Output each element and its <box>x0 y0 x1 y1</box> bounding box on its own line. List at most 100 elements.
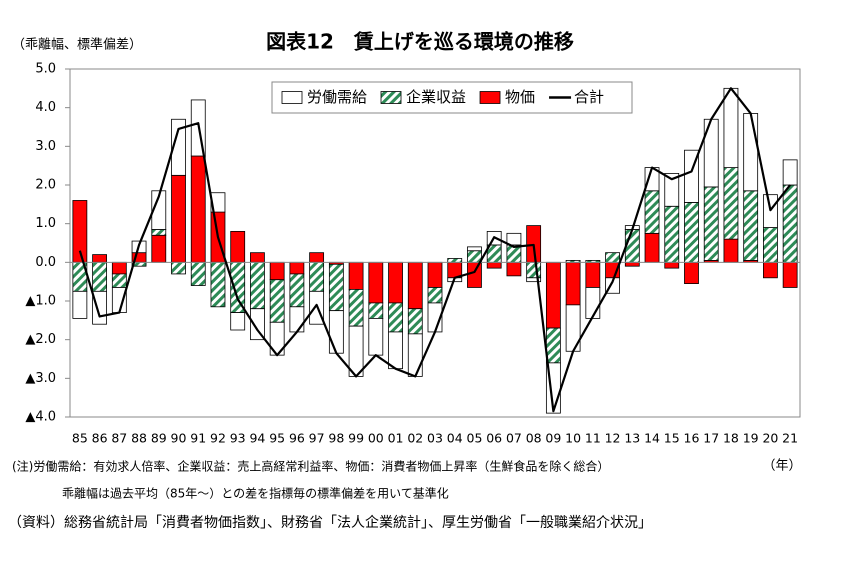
bar <box>565 261 581 306</box>
bar <box>763 227 778 263</box>
y-tick-label: ▲2.0 <box>25 332 56 347</box>
bar <box>151 190 167 230</box>
legend-label: 企業収益 <box>406 88 466 106</box>
bar <box>743 113 759 192</box>
bar <box>111 261 127 275</box>
bar <box>289 261 305 275</box>
bar <box>723 167 739 240</box>
x-tick-label: 07 <box>506 431 522 446</box>
bar <box>388 302 403 333</box>
bar <box>684 261 699 285</box>
bar <box>644 232 660 263</box>
bar <box>407 308 423 335</box>
x-tick-label: 91 <box>190 431 206 446</box>
bar <box>605 252 620 263</box>
bar <box>230 312 246 331</box>
bar <box>545 261 561 329</box>
bar <box>644 190 660 234</box>
bar <box>506 261 522 277</box>
bar <box>624 229 640 263</box>
bar <box>171 118 186 176</box>
x-tick-label: 11 <box>585 431 601 446</box>
x-tick-label: 14 <box>644 431 660 446</box>
bar <box>328 310 344 354</box>
chart-title: 図表12 賃上げを巡る環境の推移 <box>266 30 574 54</box>
bar <box>486 261 502 269</box>
bar <box>467 246 482 252</box>
bar <box>545 327 561 364</box>
x-tick-label: 15 <box>664 431 680 446</box>
bar <box>151 234 167 263</box>
x-tick-label: 08 <box>526 431 542 446</box>
bar <box>763 261 778 279</box>
bar <box>723 238 739 263</box>
x-tick-label: 95 <box>269 431 285 446</box>
bar <box>585 261 601 288</box>
bar <box>388 331 403 370</box>
y-tick-label: 3.0 <box>35 139 56 154</box>
x-tick-label: 94 <box>249 431 265 446</box>
bar <box>723 87 739 169</box>
bar <box>467 261 482 288</box>
bar <box>269 261 285 281</box>
x-tick-label: 88 <box>131 431 147 446</box>
bar <box>684 201 699 263</box>
bar <box>368 302 384 319</box>
bar <box>289 273 305 308</box>
x-tick-label: 01 <box>388 431 404 446</box>
bar <box>309 261 325 292</box>
note: (注)労働需給：有効求人倍率、企業収益：売上高経常利益率、物価：消費者物価上昇率… <box>12 459 609 474</box>
x-tick-label: 93 <box>230 431 246 446</box>
bar <box>624 261 640 267</box>
x-tick-label: 20 <box>762 431 778 446</box>
bar <box>506 232 522 246</box>
bar <box>427 287 443 304</box>
x-tick-label: 92 <box>210 431 226 446</box>
x-tick-label: 97 <box>309 431 325 446</box>
x-tick-label: 02 <box>407 431 423 446</box>
bar <box>190 261 206 286</box>
bar <box>309 252 325 263</box>
x-tick-label: 05 <box>467 431 483 446</box>
bar <box>171 261 186 275</box>
legend-swatch <box>380 91 402 104</box>
x-tick-label: 89 <box>151 431 167 446</box>
bar <box>92 261 107 292</box>
bar <box>190 155 206 263</box>
bar <box>250 308 265 341</box>
x-tick-label: 90 <box>171 431 187 446</box>
bar <box>348 261 364 290</box>
bar <box>348 325 364 377</box>
bar <box>664 172 680 207</box>
legend-label: 労働需給 <box>307 88 367 106</box>
legend-label: 合計 <box>574 88 604 106</box>
x-tick-label: 16 <box>684 431 700 446</box>
bar <box>289 306 305 333</box>
bar <box>111 273 127 288</box>
legend-swatch <box>479 91 501 104</box>
bar <box>250 252 265 263</box>
line <box>78 87 792 413</box>
bar <box>171 174 186 263</box>
x-tick-label: 87 <box>111 431 127 446</box>
bar <box>328 263 344 312</box>
legend-label: 物価 <box>505 88 535 106</box>
x-tick-label: 10 <box>565 431 581 446</box>
bar <box>407 333 423 377</box>
bar <box>348 288 364 327</box>
x-tick-label: 04 <box>447 431 463 446</box>
x-tick-label: 85 <box>72 431 88 446</box>
x-tick-label: 17 <box>703 431 719 446</box>
bar <box>526 261 542 279</box>
bar <box>388 261 403 304</box>
bar <box>585 287 601 319</box>
bar <box>210 261 226 308</box>
x-tick-label: 18 <box>723 431 739 446</box>
x-tick-label: 19 <box>743 431 759 446</box>
bar <box>92 254 107 263</box>
y-tick-label: 1.0 <box>35 216 56 231</box>
y-tick-label: ▲3.0 <box>25 371 56 386</box>
plot-frame <box>69 68 801 418</box>
x-tick-label: 13 <box>624 431 640 446</box>
bar <box>703 186 719 261</box>
